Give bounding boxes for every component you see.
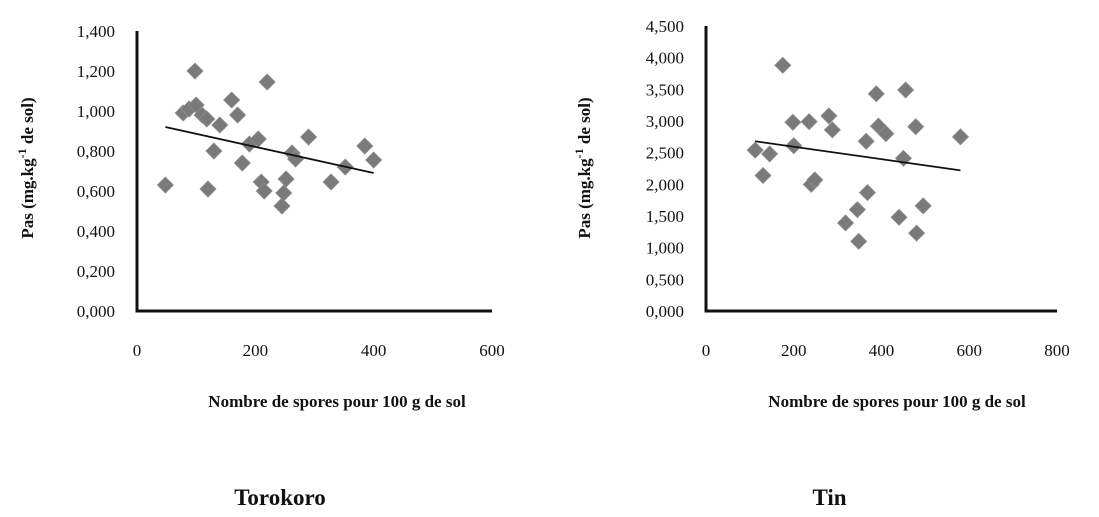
data-point bbox=[858, 184, 877, 202]
y-tick-label: 0,500 bbox=[646, 270, 684, 289]
data-point bbox=[784, 113, 802, 131]
y-tick-label: 0,600 bbox=[77, 182, 115, 201]
data-point bbox=[255, 182, 273, 200]
data-point bbox=[897, 81, 915, 99]
x-tick-label: 800 bbox=[1044, 341, 1070, 360]
data-point bbox=[754, 166, 772, 185]
chart-tin: 0,000 0,500 1,000 1,500 2,000 2,500 3,000 3,500… bbox=[572, 17, 1070, 411]
data-point bbox=[322, 173, 340, 191]
data-point bbox=[156, 176, 174, 194]
data-point bbox=[800, 113, 818, 131]
x-tick-label: 200 bbox=[781, 341, 807, 360]
y-tick-label: 1,200 bbox=[77, 62, 115, 81]
data-point bbox=[908, 224, 926, 242]
y-axis-title-unit: de sol) bbox=[18, 97, 37, 148]
trend-line bbox=[165, 126, 374, 174]
x-axis-title: Nombre de spores pour 100 g de sol bbox=[208, 392, 466, 411]
chart-panel-tin: 0,000 0,500 1,000 1,500 2,000 2,500 3,000 3,500… bbox=[560, 0, 1099, 517]
data-point bbox=[205, 142, 223, 160]
y-axis-title: Pas (mg.kg-1 de sol) bbox=[15, 97, 37, 238]
data-point bbox=[229, 106, 247, 124]
data-point bbox=[356, 137, 374, 155]
data-point bbox=[820, 107, 838, 125]
data-point bbox=[300, 128, 318, 146]
y-tick-label: 0,000 bbox=[77, 302, 115, 321]
data-point bbox=[907, 118, 925, 136]
data-point bbox=[951, 128, 970, 146]
data-point bbox=[857, 132, 875, 150]
y-tick-label: 1,500 bbox=[646, 207, 684, 226]
data-point bbox=[806, 171, 824, 189]
data-point bbox=[746, 141, 764, 159]
x-tick-label: 400 bbox=[361, 341, 387, 360]
y-tick-label: 0,400 bbox=[77, 222, 115, 241]
chart-title: Torokoro bbox=[234, 485, 326, 510]
data-point bbox=[275, 184, 293, 202]
x-tick-label: 600 bbox=[479, 341, 505, 360]
y-axis-title-superscript: -1 bbox=[572, 148, 586, 158]
chart-panel-torokoro: 0,000 0,200 0,400 0,600 0,800 1,000 1,200 1,400… bbox=[15, 22, 505, 510]
data-point bbox=[186, 62, 204, 80]
chart-torokoro: 0,000 0,200 0,400 0,600 0,800 1,000 1,200 1,400… bbox=[15, 22, 505, 411]
y-tick-label: 0,200 bbox=[77, 262, 115, 281]
y-tick-label: 4,000 bbox=[646, 49, 684, 68]
trend-line bbox=[755, 140, 961, 172]
data-point bbox=[785, 137, 803, 155]
y-tick-label: 0,800 bbox=[77, 142, 115, 161]
x-tick-label: 0 bbox=[133, 341, 142, 360]
x-tick-label: 400 bbox=[869, 341, 895, 360]
y-tick-label: 1,000 bbox=[646, 239, 684, 258]
y-tick-label: 3,500 bbox=[646, 80, 684, 99]
data-point bbox=[761, 145, 779, 163]
data-point bbox=[277, 170, 295, 188]
x-tick-label: 0 bbox=[702, 341, 711, 360]
x-tick-label: 600 bbox=[957, 341, 983, 360]
data-point bbox=[867, 85, 885, 103]
x-axis-title: Nombre de spores pour 100 g de sol bbox=[768, 392, 1026, 411]
data-point bbox=[774, 56, 792, 74]
data-point bbox=[823, 121, 841, 139]
x-tick-label: 200 bbox=[243, 341, 269, 360]
data-point bbox=[836, 214, 855, 232]
data-point bbox=[223, 91, 241, 109]
chart-title: Tin bbox=[812, 485, 847, 510]
data-point bbox=[258, 73, 276, 91]
y-tick-label: 1,400 bbox=[77, 22, 115, 41]
y-axis-title-main: Pas (mg.kg bbox=[18, 158, 37, 239]
y-axis-title-unit: de sol) bbox=[575, 97, 594, 148]
data-point bbox=[199, 180, 217, 198]
y-axis-title-superscript: -1 bbox=[15, 148, 29, 158]
data-point bbox=[890, 208, 908, 226]
data-point bbox=[877, 125, 895, 143]
data-point bbox=[273, 197, 291, 215]
y-tick-label: 0,000 bbox=[646, 302, 684, 321]
y-axis-title: Pas (mg.kg-1 de sol) bbox=[572, 97, 594, 238]
y-axis-title-main: Pas (mg.kg bbox=[575, 158, 594, 239]
y-tick-label: 3,000 bbox=[646, 112, 684, 131]
data-point bbox=[848, 201, 866, 219]
y-tick-label: 4,500 bbox=[646, 17, 684, 36]
y-tick-label: 1,000 bbox=[77, 102, 115, 121]
data-point bbox=[211, 116, 229, 134]
data-point bbox=[198, 110, 216, 128]
data-point bbox=[850, 232, 868, 250]
data-point bbox=[233, 154, 251, 172]
y-tick-label: 2,500 bbox=[646, 144, 684, 163]
data-point bbox=[365, 151, 383, 169]
y-tick-label: 2,000 bbox=[646, 175, 684, 194]
data-point bbox=[914, 197, 932, 215]
